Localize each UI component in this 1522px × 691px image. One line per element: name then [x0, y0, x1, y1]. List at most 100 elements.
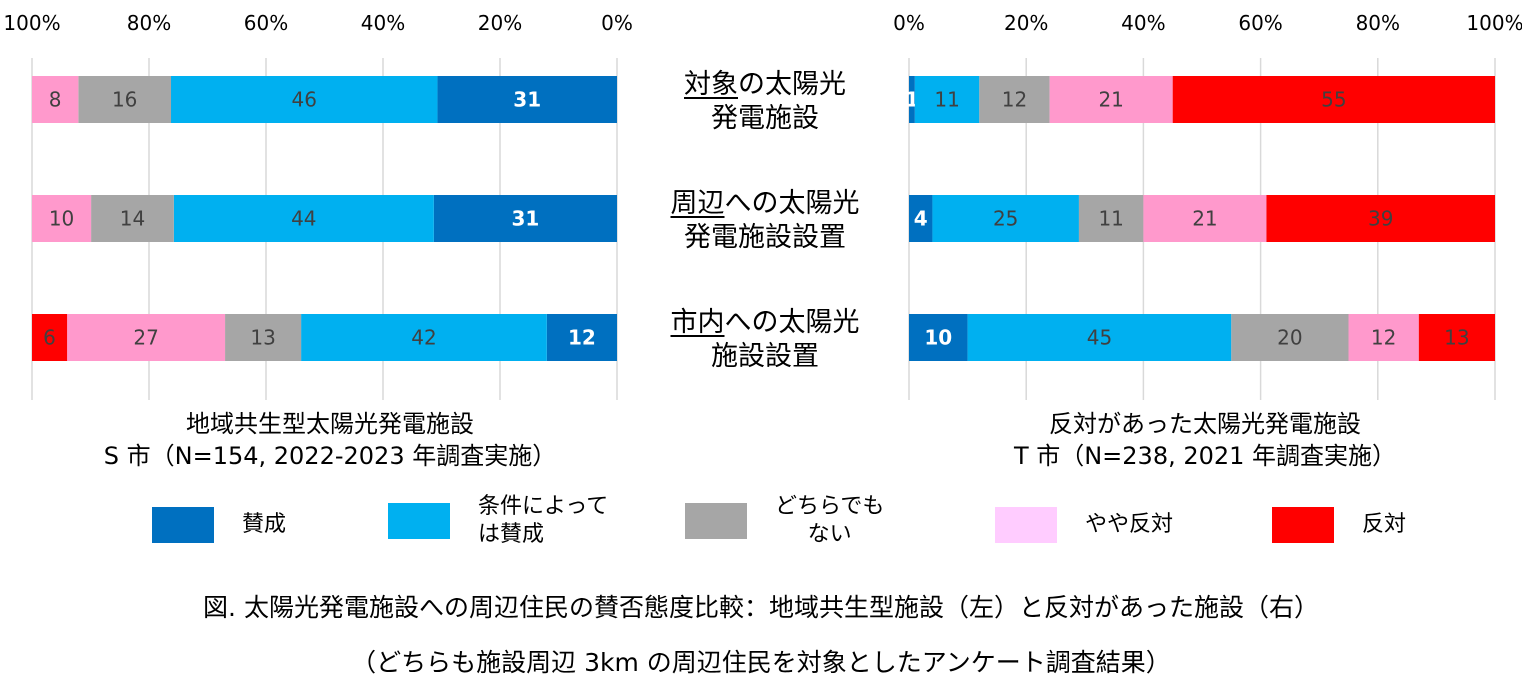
data-label: 46 [292, 88, 317, 112]
bar-segment [301, 314, 547, 361]
bar-segment [909, 76, 915, 123]
legend-item-4: 反対 [1272, 507, 1406, 543]
row-label-rest: の太陽光 [738, 69, 846, 100]
bar-segment [433, 195, 617, 242]
tick-label: 0% [893, 11, 925, 35]
bar-segment [546, 314, 617, 361]
data-label: 31 [511, 207, 539, 231]
left-subtitle: S 市（N=154, 2022-2023 年調査実施） [103, 442, 557, 470]
bar-segment [1231, 314, 1349, 361]
bar-segment [437, 76, 617, 123]
row-label-line2: 施設設置 [711, 341, 819, 372]
data-label: 11 [934, 88, 959, 112]
data-label: 55 [1321, 88, 1346, 112]
tick-label: 100% [1466, 11, 1522, 35]
data-label: 44 [291, 207, 316, 231]
bar-segment [173, 195, 434, 242]
tick-label: 60% [1238, 11, 1282, 35]
data-label: 13 [250, 326, 275, 350]
right-subtitle: T 市（N=238, 2021 年調査実施） [1013, 442, 1397, 470]
tick-label: 40% [1121, 11, 1165, 35]
legend-item-1: 条件によって は賛成 [388, 493, 608, 549]
bar-segment [91, 195, 174, 242]
caption-line1: 図. 太陽光発電施設への周辺住民の賛否態度比較：地域共生型施設（左）と反対があっ… [203, 593, 1319, 622]
legend-label: 反対 [1362, 512, 1407, 537]
row-label-line2: 発電施設 [711, 103, 819, 134]
legend-swatch [152, 507, 214, 543]
row-label-underlined: 対象 [684, 69, 738, 100]
bar-segment [67, 314, 226, 361]
bar-segment [909, 195, 933, 242]
left-chart-title: 地域共生型太陽光発電施設 S 市（N=154, 2022-2023 年調査実施） [80, 408, 580, 472]
data-label: 11 [1098, 207, 1123, 231]
data-label: 13 [1444, 326, 1469, 350]
bar-segment [909, 314, 968, 361]
left-title: 地域共生型太陽光発電施設 [186, 410, 474, 438]
bar-segment [914, 76, 980, 123]
row-label-rest: への太陽光 [724, 188, 860, 219]
bar-segment [1078, 195, 1144, 242]
bar-segment [225, 314, 302, 361]
legend-label: どちらでも [775, 494, 885, 519]
legend-swatch [685, 503, 747, 539]
legend-swatch [1272, 507, 1334, 543]
bar-segment [967, 314, 1232, 361]
tick-label: 20% [1004, 11, 1048, 35]
bar-segment [32, 76, 79, 123]
row-label-underlined: 市内 [670, 307, 725, 338]
bar-segment [1143, 195, 1267, 242]
tick-label: 0% [601, 11, 633, 35]
legend-swatch [388, 503, 450, 539]
data-label: 31 [513, 88, 541, 112]
tick-label: 100% [3, 11, 60, 35]
bar-segment [979, 76, 1050, 123]
legend-swatch [995, 507, 1057, 543]
bar-segment [1049, 76, 1173, 123]
data-label: 14 [120, 207, 145, 231]
data-label: 39 [1368, 207, 1393, 231]
data-label: 45 [1087, 326, 1112, 350]
data-label: 12 [1371, 326, 1396, 350]
tick-label: 80% [1356, 11, 1400, 35]
legend-item-2: どちらでも ない [685, 493, 884, 549]
caption-line2: （どちらも施設周辺 3km の周辺住民を対象としたアンケート調査結果） [351, 648, 1171, 677]
legend-label-line2: は賛成 [478, 522, 545, 547]
bar-segment [1348, 314, 1419, 361]
legend-label: 賛成 [242, 512, 287, 537]
tick-label: 60% [244, 11, 288, 35]
data-label: 6 [43, 326, 56, 350]
data-label: 10 [924, 326, 952, 350]
legend-item-0: 賛成 [152, 507, 286, 543]
data-label: 16 [112, 88, 137, 112]
right-title: 反対があった太陽光発電施設 [1049, 410, 1361, 438]
row-label-line2: 発電施設設置 [684, 222, 846, 253]
row-label-underlined: 周辺 [670, 188, 725, 219]
legend-label-line2: ない [807, 522, 852, 547]
bar-segment [932, 195, 1079, 242]
tick-label: 80% [127, 11, 171, 35]
tick-label: 40% [361, 11, 405, 35]
right-chart-title: 反対があった太陽光発電施設 T 市（N=238, 2021 年調査実施） [960, 408, 1450, 472]
data-label: 27 [133, 326, 158, 350]
row-label-1: 周辺への太陽光 発電施設設置 [630, 187, 900, 255]
data-label: 21 [1192, 207, 1217, 231]
data-label: 10 [49, 207, 74, 231]
bar-segment [32, 195, 92, 242]
data-label: 25 [993, 207, 1018, 231]
legend-label: やや反対 [1085, 512, 1174, 537]
data-label: 12 [568, 326, 596, 350]
bar-segment [78, 76, 172, 123]
legend-label: 条件によって [478, 494, 609, 519]
data-label: 12 [1002, 88, 1027, 112]
row-label-rest: への太陽光 [724, 307, 860, 338]
bar-segment [1418, 314, 1495, 361]
data-label: 4 [914, 207, 928, 231]
bar-segment [171, 76, 438, 123]
data-label: 20 [1277, 326, 1302, 350]
data-label: 21 [1098, 88, 1123, 112]
data-label: 42 [411, 326, 436, 350]
legend-item-3: やや反対 [995, 507, 1173, 543]
tick-label: 20% [478, 11, 522, 35]
